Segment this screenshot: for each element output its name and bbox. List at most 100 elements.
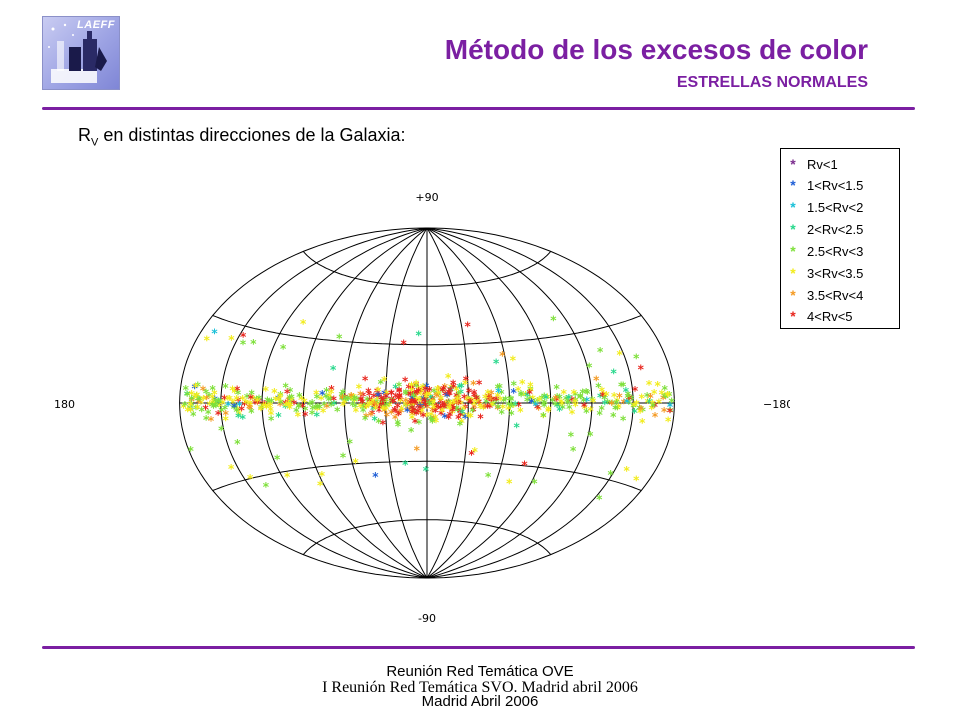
star-marker: * [611, 390, 618, 404]
star-marker: * [433, 400, 440, 414]
star-marker: * [424, 402, 431, 416]
slide-subtitle: ESTRELLAS NORMALES [676, 74, 868, 91]
star-marker: * [579, 386, 586, 400]
star-marker: * [415, 405, 422, 419]
star-marker: * [413, 378, 420, 392]
star-marker: * [638, 363, 645, 377]
star-marker: * [339, 393, 346, 407]
star-marker: * [408, 395, 415, 409]
star-marker: * [193, 390, 200, 404]
star-marker: * [470, 404, 477, 418]
star-marker: * [665, 390, 672, 404]
star-marker: * [531, 397, 538, 411]
star-marker: * [444, 390, 451, 404]
star-marker: * [625, 391, 632, 405]
star-marker: * [396, 384, 403, 398]
star-marker: * [383, 388, 390, 402]
star-marker: * [350, 399, 357, 413]
star-marker: * [411, 398, 418, 412]
star-marker: * [662, 383, 669, 397]
star-marker: * [248, 392, 255, 406]
star-marker: * [284, 386, 291, 400]
star-marker: * [640, 405, 647, 419]
star-marker: * [665, 414, 672, 428]
star-marker: * [656, 396, 663, 410]
star-marker: * [483, 396, 490, 410]
star-marker: * [258, 404, 265, 418]
star-marker: * [188, 394, 195, 408]
star-marker: * [378, 377, 385, 391]
star-marker: * [424, 409, 431, 423]
star-marker: * [262, 400, 269, 414]
star-marker: * [389, 394, 396, 408]
star-marker: * [223, 408, 230, 422]
star-marker: * [256, 392, 263, 406]
star-marker: * [561, 387, 568, 401]
star-marker: * [267, 404, 274, 418]
star-marker: * [569, 394, 576, 408]
star-marker: * [402, 458, 409, 472]
star-marker: * [473, 393, 480, 407]
star-marker: * [365, 385, 372, 399]
star-marker: * [569, 407, 576, 421]
star-marker: * [552, 399, 559, 413]
parallel-line [212, 460, 642, 491]
star-marker: * [261, 398, 268, 412]
star-marker: * [388, 407, 395, 421]
star-marker: * [205, 407, 212, 421]
star-marker: * [319, 388, 326, 402]
star-marker: * [621, 396, 628, 410]
star-marker: * [667, 405, 674, 419]
star-marker: * [341, 393, 348, 407]
star-marker: * [457, 381, 464, 395]
star-marker: * [411, 407, 418, 421]
star-marker: * [445, 387, 452, 401]
star-marker: * [389, 395, 396, 409]
star-marker: * [317, 479, 324, 493]
star-marker: * [232, 386, 239, 400]
star-marker: * [572, 395, 579, 409]
star-marker: * [637, 406, 644, 420]
star-marker: * [429, 416, 436, 430]
star-marker: * [409, 402, 416, 416]
star-marker: * [490, 399, 497, 413]
star-marker: * [516, 399, 523, 413]
star-marker: * [352, 456, 359, 470]
star-marker: * [380, 398, 387, 412]
star-marker: * [216, 396, 223, 410]
star-marker: * [626, 397, 633, 411]
star-marker: * [600, 389, 607, 403]
star-marker: * [563, 393, 570, 407]
star-marker: * [425, 388, 432, 402]
star-marker: * [464, 393, 471, 407]
star-marker: * [446, 401, 453, 415]
star-marker: * [420, 410, 427, 424]
star-marker: * [410, 390, 417, 404]
star-marker: * [447, 409, 454, 423]
star-marker: * [383, 391, 390, 405]
star-marker: * [648, 403, 655, 417]
star-marker: * [376, 390, 383, 404]
parallel-line [212, 315, 642, 346]
star-marker: * [382, 395, 389, 409]
star-marker: * [488, 394, 495, 408]
star-marker: * [398, 406, 405, 420]
star-marker: * [458, 380, 465, 394]
star-marker: * [383, 403, 390, 417]
star-marker: * [321, 399, 328, 413]
star-marker: * [472, 445, 479, 459]
star-marker: * [184, 389, 191, 403]
star-marker: * [222, 414, 229, 428]
star-marker: * [577, 391, 584, 405]
star-marker: * [375, 384, 382, 398]
star-marker: * [505, 403, 512, 417]
galactic-aitoff-map: +90 -90 180 −180 **** **** ** * ***** *** ** **… [54, 191, 790, 625]
star-marker: * [215, 408, 222, 422]
star-marker: * [568, 429, 575, 443]
star-marker: * [185, 404, 192, 418]
star-marker: * [375, 389, 382, 403]
star-marker: * [316, 401, 323, 415]
star-marker: * [570, 444, 577, 458]
legend-star-icon: * [790, 265, 796, 281]
star-marker: * [458, 387, 465, 401]
